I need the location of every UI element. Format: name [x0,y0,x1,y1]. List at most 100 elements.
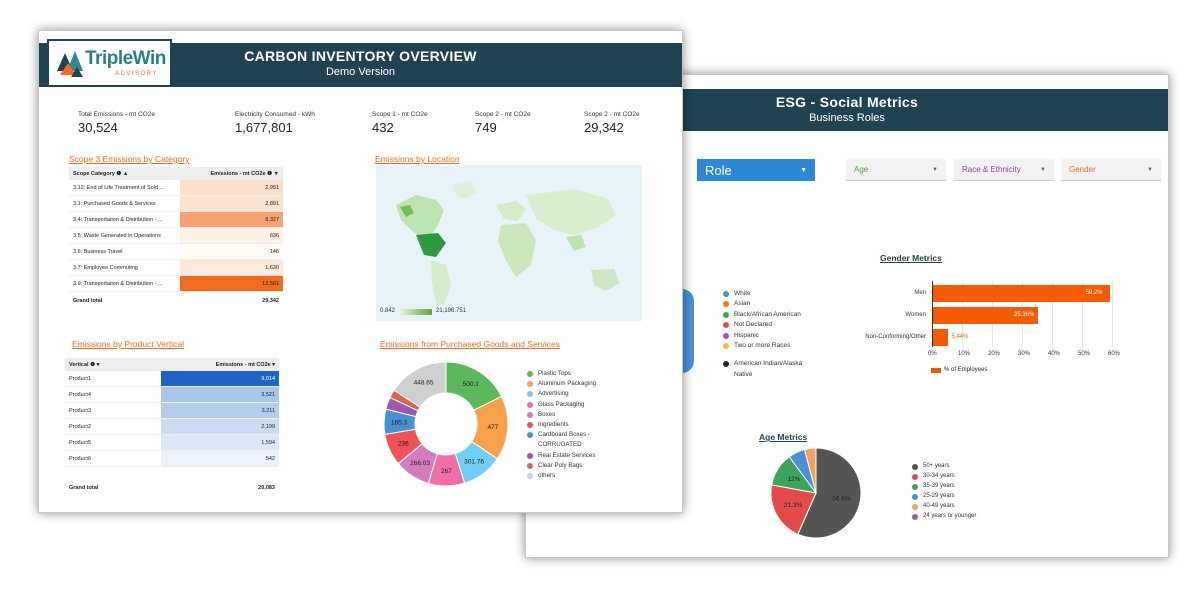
y-axis-line [932,281,933,347]
pie-slice[interactable] [797,447,862,539]
cell-vertical: Product4 [65,386,161,403]
legend-swatch [912,473,918,480]
role-filter-dropdown[interactable]: Role ▼ [697,159,815,181]
table-row[interactable]: Product2 2,199 [65,418,279,435]
age-filter-dropdown[interactable]: Age ▼ [846,159,946,181]
bar-value-label: 59.2% [1085,290,1103,296]
cell-emissions: 836 [180,227,283,244]
cell-emissions: 3,211 [161,402,279,419]
legend-swatch [912,483,918,490]
legend-label: 30-34 years [923,472,955,479]
carbon-subtitle: Demo Version [325,66,396,78]
bar[interactable] [932,307,1039,324]
cell-emissions: 146 [180,243,283,260]
slice-label: 266.03 [410,460,430,467]
legend-item: 35-39 years [912,482,976,492]
column-header[interactable]: Emissions - mt CO2e ▾ [161,358,279,371]
table-row[interactable]: 3.12: End of Life Treatment of Sold ... 2… [69,180,283,196]
pie-slice[interactable] [803,447,817,494]
cell-vertical: Product5 [65,434,161,451]
race-legend: White Asian Black/African American Not D… [723,289,803,380]
kpi-value: 29,342 [584,120,624,135]
gender-metrics-title: Gender Metrics [880,253,942,263]
total-value: 29,342 [262,298,279,304]
table-row[interactable]: 3.9: Transportation & Distribution - ...… [69,275,283,292]
table-row[interactable]: 3.1: Purchased Goods & Services 2,891 [69,195,283,212]
table-row[interactable]: 3.5: Waste Generated in Operations 836 [69,227,283,244]
axis-tick-label: 0% [928,351,937,357]
emissions-world-map[interactable]: 0.842 21,196.751 [376,165,642,321]
role-filter-label: Role [705,162,732,178]
total-label: Grand total [73,298,103,304]
gender-legend: % of Employees [931,367,987,373]
axis-tick-label: 10% [958,351,971,357]
info-icon: ❶ [267,170,273,177]
legend-label: Clear Poly Bags [538,461,583,469]
legend-item: Ingredients [527,420,607,430]
column-header[interactable]: Scope Category ❶ ▲ [69,167,180,180]
esg-subtitle: Business Roles [809,112,885,124]
pie-slice[interactable] [393,361,447,408]
logo-wordmark: TripleWin [85,48,166,69]
slice-label: 21.3% [784,502,803,509]
table-row[interactable]: Product6 542 [65,450,279,467]
column-header[interactable]: Emissions - mt CO2e ❶ ▼ [180,167,283,180]
bar[interactable] [932,329,949,346]
legend-item: 25-29 years [912,492,976,502]
gridline [1112,281,1113,347]
gender-bar-chart: 0% 10% 20% 30% 40% 50% 60% Men 59.2% Women 35.36% N… [856,281,1120,381]
axis-tick-label: 50% [1078,351,1091,357]
slice-label: 448.65 [414,380,434,387]
sort-icon: ▾ [272,361,275,368]
total-value: 20,083 [258,485,275,491]
table-row[interactable]: Product1 9,014 [65,371,279,387]
bar[interactable] [932,285,1110,302]
legend-item: Glass Packaging [527,400,607,410]
legend-swatch [723,322,729,329]
cell-category: 3.6: Business Travel [69,243,180,260]
legend-item: Advertising [527,389,607,399]
table-row[interactable]: 3.4: Transportation & Distribution - ...… [69,211,283,228]
table-row[interactable]: Product4 3,521 [65,386,279,403]
info-icon: ❶ [116,170,122,177]
cell-emissions: 8,327 [180,211,283,228]
age-legend: 50+ years 30-34 years 35-39 years 25-29 … [912,462,976,521]
cell-emissions: 2,891 [180,195,283,212]
column-header[interactable]: Vertical ❶ ▾ [65,358,161,371]
sort-icon: ▼ [273,170,279,177]
cell-category: 3.1: Purchased Goods & Services [69,195,180,212]
pie-slice[interactable] [770,484,817,535]
legend-item: Plastic Tops [527,369,607,379]
column-header-label: Vertical [69,361,89,368]
legend-item: Not Declared [723,320,803,330]
legend-label: Asian [734,300,751,308]
bar-value-label: 5.44% [951,334,969,340]
bar-category-label: Men [914,290,926,296]
gridline [1082,281,1083,347]
slice-label: 477 [487,424,498,431]
race-filter-dropdown[interactable]: Race & Ethnicity ▼ [954,159,1054,181]
bar-category-label: Non-Conforming/Other [865,334,926,340]
kpi-scope1: Scope 1 - mt CO2e 432 [372,111,428,135]
cell-emissions: 12,561 [180,275,283,292]
info-icon: ❶ [90,361,96,368]
legend-swatch [723,311,729,318]
table-row[interactable]: 3.6: Business Travel 146 [69,243,283,260]
logo-subtext: ADVISORY [115,71,158,77]
legend-swatch [723,361,729,368]
table-header: Scope Category ❶ ▲ Emissions - mt CO2e ❶… [69,167,283,180]
legend-item: Two or more Races [723,341,803,351]
table-header: Vertical ❶ ▾ Emissions - mt CO2e ▾ [65,358,279,371]
race-filter-label: Race & Ethnicity [962,165,1021,174]
age-pie-chart: 56.6% 21.3% 12% [770,447,862,539]
gender-filter-dropdown[interactable]: Gender ▼ [1061,159,1161,181]
table-row[interactable]: Product5 1,594 [65,434,279,451]
legend-label: % of Employees [944,367,988,373]
axis-tick-label: 30% [1018,351,1031,357]
legend-label: American Indian/Alaska Native [734,360,803,378]
gender-filter-label: Gender [1069,165,1096,174]
table-row[interactable]: 3.7: Employee Commuting 1,630 [69,259,283,276]
legend-item: Aluminum Packaging [527,379,607,389]
legend-item: American Indian/Alaska Native [723,359,803,380]
table-row[interactable]: Product3 3,211 [65,402,279,419]
